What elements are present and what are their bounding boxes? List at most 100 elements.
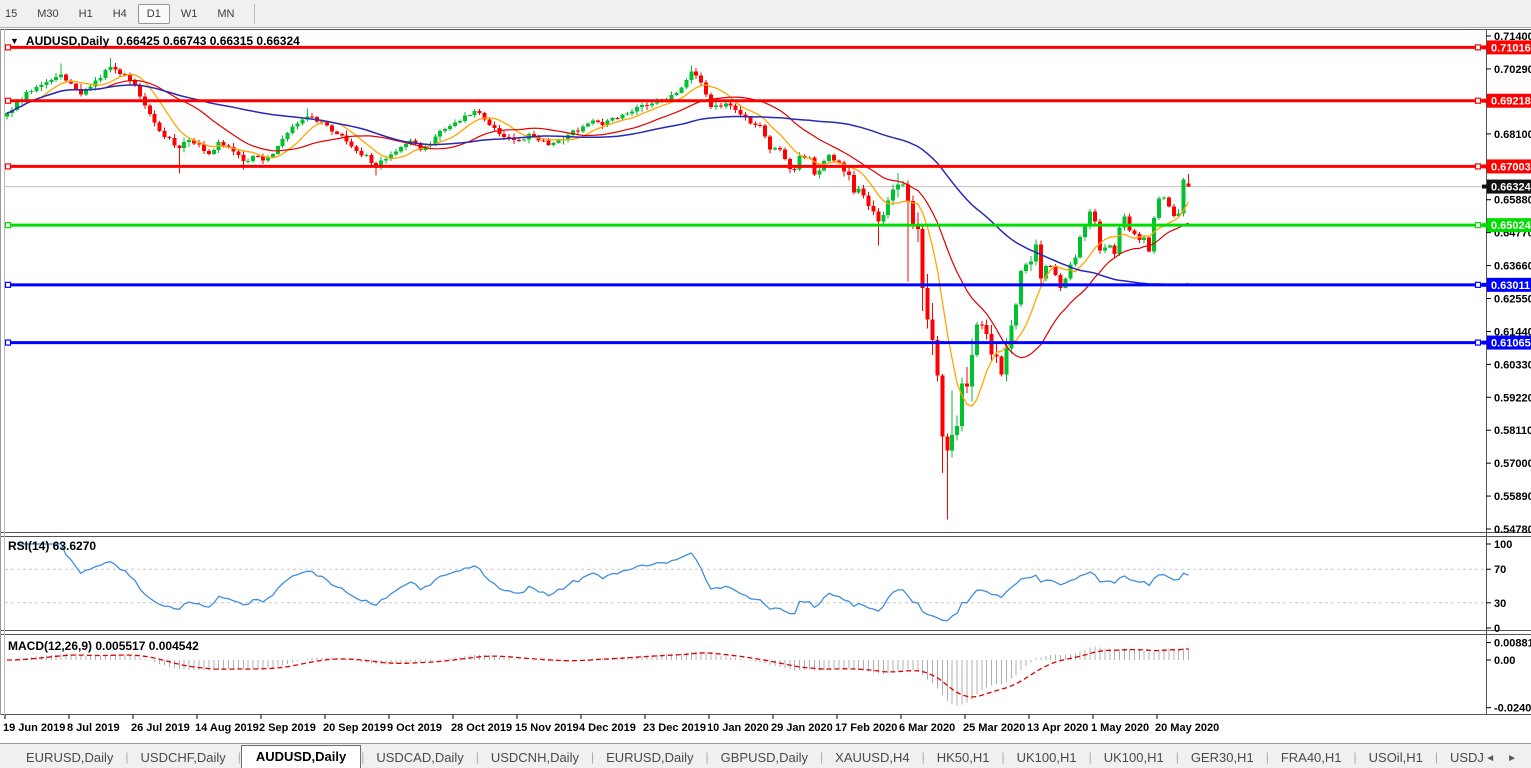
price-badge-0.66324: 0.66324 (1482, 179, 1531, 194)
svg-text:0.65024: 0.65024 (1491, 220, 1531, 232)
chart-title-ohlc: 0.66425 0.66743 0.66315 0.66324 (116, 34, 300, 48)
svg-text:0.67003: 0.67003 (1491, 161, 1531, 173)
price-tick-label: 0.58110 (1494, 425, 1531, 437)
date-tick-label: 2 Sep 2019 (259, 722, 316, 734)
price-badge-0.69218: 0.69218 (1482, 93, 1531, 108)
timeframe-button-m30[interactable]: M30 (37, 7, 59, 20)
line-anchor[interactable] (4, 163, 12, 170)
ma-fast-line (6, 73, 1190, 407)
chart-tab-gbpusd-daily[interactable]: GBPUSD,Daily (720, 750, 809, 765)
price-tick-label: 0.54780 (1494, 524, 1531, 536)
toolbar-separator (254, 3, 256, 24)
tab-divider: | (1434, 750, 1438, 764)
tab-scroll-left-icon[interactable]: ◄ (1485, 753, 1496, 764)
chart-tab-eurusd-daily[interactable]: EURUSD,Daily (26, 750, 114, 765)
date-tick-label: 13 Apr 2020 (1027, 722, 1088, 734)
timeframe-button-h4[interactable]: H4 (112, 7, 127, 20)
rsi-tick-label: 70 (1494, 564, 1506, 576)
line-anchor[interactable] (4, 339, 12, 346)
horizontal-line-0.63011[interactable] (4, 281, 1486, 288)
tab-divider: | (1001, 750, 1005, 764)
horizontal-line-0.65024[interactable] (4, 222, 1486, 229)
chart-tab-hk50-h1[interactable]: HK50,H1 (936, 750, 990, 765)
line-anchor[interactable] (1474, 222, 1482, 229)
pane-separator[interactable] (0, 630, 1531, 634)
chart-title: ▼ AUDUSD,Daily 0.66425 0.66743 0.66315 0… (10, 34, 300, 48)
macd-tick-label: -0.024082 (1494, 703, 1531, 715)
tab-divider: | (820, 750, 824, 764)
date-tick-label: 10 Jan 2020 (707, 722, 769, 734)
macd-tick-label: 0.00 (1494, 655, 1515, 667)
date-tick-label: 6 Mar 2020 (899, 722, 955, 734)
timeframe-button-w1[interactable]: W1 (180, 7, 198, 20)
rsi-tick-label: 0 (1494, 623, 1500, 635)
date-tick-label: 4 Dec 2019 (579, 722, 636, 734)
line-anchor[interactable] (1474, 281, 1482, 288)
horizontal-line-0.69218[interactable] (4, 97, 1486, 104)
symbol-dropdown-arrow[interactable]: ▼ (10, 36, 19, 46)
timeframe-button-mn[interactable]: MN (217, 7, 235, 20)
date-tick-label: 28 Oct 2019 (451, 722, 512, 734)
chart-tab-usdcad-daily[interactable]: USDCAD,Daily (376, 750, 464, 765)
chart-tab-usdchf-daily[interactable]: USDCHF,Daily (140, 750, 226, 765)
timeframe-button-d1[interactable]: D1 (137, 3, 170, 24)
date-tick-label: 23 Dec 2019 (643, 722, 706, 734)
chart-tab-eurusd-daily[interactable]: EURUSD,Daily (606, 750, 694, 765)
line-anchor[interactable] (1474, 163, 1482, 170)
date-tick-label: 8 Jul 2019 (67, 722, 120, 734)
tab-divider: | (921, 750, 925, 764)
line-anchor[interactable] (4, 281, 12, 288)
chart-tabs: EURUSD,Daily | USDCHF,Daily | AUDUSD,Daily | U… (0, 744, 1485, 768)
date-tick-label: 17 Feb 2020 (835, 722, 897, 734)
date-tick-label: 19 Jun 2019 (3, 722, 65, 734)
horizontal-line-0.61065[interactable] (4, 339, 1486, 346)
macd-signal-line (7, 648, 1189, 698)
chart-tab-uk100-h1[interactable]: UK100,H1 (1103, 750, 1164, 765)
chart-tab-audusd-daily[interactable]: AUDUSD,Daily (240, 745, 362, 768)
chart-tab-fra40-h1[interactable]: FRA40,H1 (1280, 750, 1342, 765)
tab-scroll-arrows: ◄ ► (1485, 753, 1531, 768)
line-anchor[interactable] (1474, 44, 1482, 51)
timeframe-button-h1[interactable]: H1 (78, 7, 93, 20)
chart-tab-xauusd-h4[interactable]: XAUUSD,H4 (835, 750, 910, 765)
chart-tab-usdcnh-daily[interactable]: USDCNH,Daily (490, 750, 579, 765)
line-anchor[interactable] (4, 97, 12, 104)
price-tick-label: 0.55890 (1494, 491, 1531, 503)
chart-tab-usdjpy-h1[interactable]: USDJPY,H1 (1449, 750, 1485, 765)
date-tick-label: 14 Aug 2019 (195, 722, 259, 734)
tab-scroll-right-icon[interactable]: ► (1507, 753, 1517, 764)
price-tick-label: 0.65880 (1494, 195, 1531, 207)
tab-divider: | (1265, 750, 1269, 764)
date-tick-label: 26 Jul 2019 (131, 722, 190, 734)
timeframe-button-15[interactable]: 15 (5, 7, 18, 20)
price-tick-label: 0.63660 (1494, 261, 1531, 273)
line-anchor[interactable] (1474, 339, 1482, 346)
horizontal-line-0.67003[interactable] (4, 163, 1486, 170)
price-chart-canvas[interactable]: 0.714000.702900.681000.658800.647700.636… (0, 28, 1531, 743)
chart-tab-usoil-h1[interactable]: USOil,H1 (1368, 750, 1423, 765)
timeframe-button-group: 15 M30 H1 H4 D1 W1 MN (0, 0, 244, 27)
price-tick-label: 0.60330 (1494, 359, 1531, 371)
price-badge-0.63011: 0.63011 (1482, 277, 1531, 292)
line-anchor[interactable] (4, 222, 12, 229)
svg-text:0.63011: 0.63011 (1491, 280, 1530, 292)
chart-tab-bar: EURUSD,Daily | USDCHF,Daily | AUDUSD,Daily | U… (0, 743, 1531, 768)
chart-tab-ger30-h1[interactable]: GER30,H1 (1190, 750, 1254, 765)
pane-separator[interactable] (0, 532, 1531, 536)
price-tick-label: 0.70290 (1494, 64, 1531, 76)
line-anchor[interactable] (4, 44, 12, 51)
price-tick-label: 0.57000 (1494, 458, 1531, 470)
date-tick-label: 25 Mar 2020 (963, 722, 1025, 734)
svg-text:0.71016: 0.71016 (1491, 42, 1531, 54)
line-anchor[interactable] (1474, 97, 1482, 104)
timeframe-toolbar: 15 M30 H1 H4 D1 W1 MN (0, 0, 1531, 28)
tab-divider: | (1175, 750, 1179, 764)
svg-text:0.69218: 0.69218 (1491, 96, 1531, 108)
tab-divider: | (1353, 750, 1357, 764)
tab-divider: | (125, 750, 129, 764)
tab-divider: | (475, 750, 479, 764)
svg-text:0.66324: 0.66324 (1491, 182, 1531, 194)
chart-tab-uk100-h1[interactable]: UK100,H1 (1016, 750, 1077, 765)
horizontal-line-0.71016[interactable] (4, 44, 1486, 51)
